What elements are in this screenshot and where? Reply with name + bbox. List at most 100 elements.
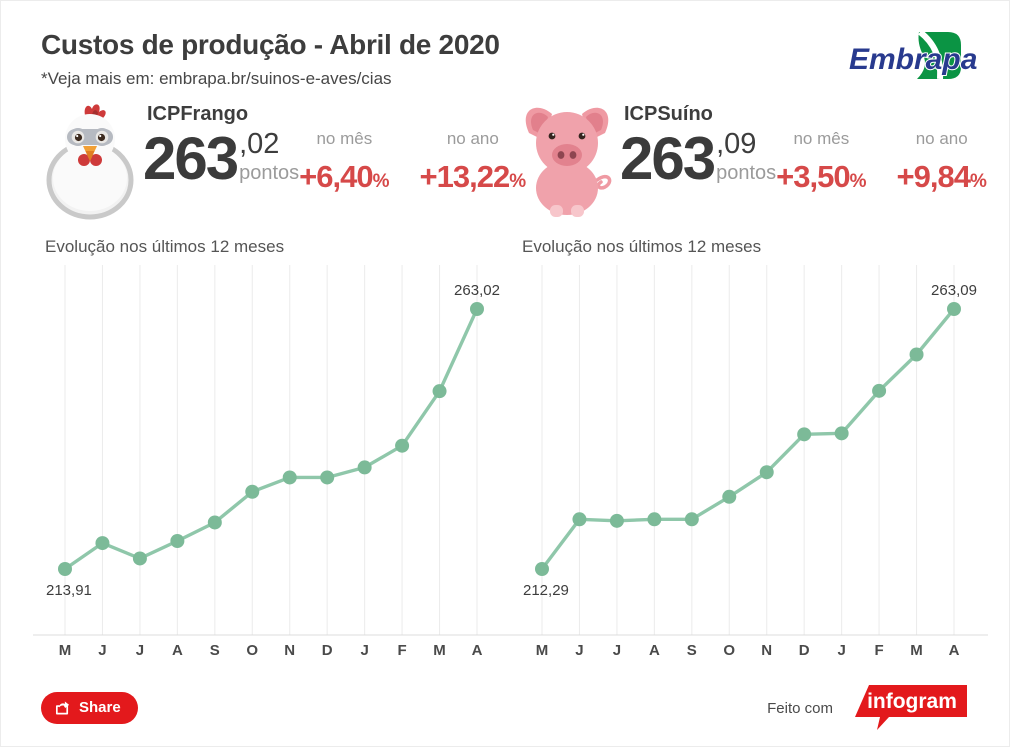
year-change-label: no ano	[915, 129, 968, 148]
data-point[interactable]	[132, 551, 147, 566]
data-point[interactable]	[722, 489, 737, 504]
month-change-label: no mês	[793, 129, 850, 148]
x-tick-label: S	[210, 642, 220, 659]
data-point[interactable]	[245, 484, 260, 499]
data-point[interactable]	[797, 427, 812, 442]
index-unit: pontos	[239, 162, 300, 184]
data-point[interactable]	[946, 302, 961, 316]
percent-sign: %	[969, 171, 987, 192]
icpfrango-score: ICPFrango 263 ,02 pontos	[143, 101, 299, 189]
index-value: 263 ,02 pontos	[143, 129, 299, 189]
index-value-decimal: ,09	[716, 128, 757, 160]
year-change-block: no ano +13,22%	[420, 129, 527, 195]
x-tick-label: J	[136, 642, 144, 659]
month-change-value: +6,40%	[299, 159, 390, 194]
panels-row: ICPFrango 263 ,02 pontos no mês +6,40% n…	[1, 89, 1009, 669]
icpfrango-line-chart: M J J A S O N D J F M A 213,91 263,02	[33, 265, 511, 659]
x-tick-label: A	[472, 642, 483, 659]
index-name: ICPFrango	[147, 103, 249, 125]
x-tick-label: J	[98, 642, 106, 659]
data-point[interactable]	[95, 536, 110, 551]
month-change-value: +3,50%	[776, 159, 867, 194]
x-tick-label: F	[398, 642, 407, 659]
percent-sign: %	[509, 171, 527, 192]
chart-title: Evolução nos últimos 12 meses	[522, 237, 762, 256]
footer: Share Feito com infogram	[1, 683, 1009, 733]
data-point[interactable]	[909, 347, 924, 362]
x-tick-label: A	[649, 642, 660, 659]
index-unit: pontos	[716, 162, 777, 184]
data-point[interactable]	[207, 515, 222, 530]
x-tick-label: J	[613, 642, 621, 659]
year-change-block: no ano +9,84%	[897, 129, 987, 195]
x-tick-label: J	[360, 642, 368, 659]
infogram-bubble-shape	[855, 685, 967, 730]
infogram-logo[interactable]: infogram	[847, 683, 969, 733]
data-point[interactable]	[432, 384, 447, 399]
x-tick-label: F	[875, 642, 884, 659]
last-point-label: 263,09	[931, 282, 977, 299]
data-point[interactable]	[395, 438, 410, 453]
panel-icpfrango: ICPFrango 263 ,02 pontos no mês +6,40% n…	[33, 101, 526, 669]
x-tick-label: N	[761, 642, 772, 659]
embrapa-leaf-swoosh	[918, 29, 944, 80]
index-value-integer: 263	[620, 125, 716, 192]
percent-sign: %	[372, 171, 390, 192]
data-point[interactable]	[684, 512, 699, 527]
data-point[interactable]	[357, 460, 372, 475]
x-tick-label: J	[837, 642, 845, 659]
data-point[interactable]	[58, 562, 72, 576]
data-point[interactable]	[469, 302, 484, 316]
data-point[interactable]	[647, 512, 662, 527]
year-change-value: +9,84%	[896, 159, 987, 194]
made-with-label: Feito com	[767, 699, 833, 717]
index-name: ICPSuíno	[624, 103, 713, 125]
data-point[interactable]	[320, 470, 335, 485]
share-button[interactable]: Share	[41, 692, 138, 724]
x-tick-label: M	[59, 642, 72, 659]
embrapa-logo-text: Embrapa	[849, 43, 977, 76]
month-change-block: no mês +6,40%	[299, 129, 389, 195]
x-tick-label: D	[799, 642, 810, 659]
share-label: Share	[79, 699, 121, 716]
x-tick-label: O	[723, 642, 735, 659]
data-point[interactable]	[535, 562, 549, 576]
x-tick-label: M	[433, 642, 446, 659]
chicken-icon	[46, 104, 134, 220]
x-tick-label: O	[246, 642, 258, 659]
page-title: Custos de produção - Abril de 2020	[41, 29, 500, 60]
index-value-decimal: ,02	[239, 128, 280, 160]
data-point[interactable]	[759, 465, 774, 480]
data-line	[540, 307, 956, 571]
icpsuino-line-chart: M J J A S O N D J F M A 212,29 263,09	[510, 265, 988, 659]
x-tick-label: S	[687, 642, 697, 659]
month-change-label: no mês	[316, 129, 373, 148]
first-point-label: 212,29	[523, 582, 569, 599]
data-point[interactable]	[834, 426, 849, 441]
x-tick-label: M	[536, 642, 549, 659]
year-change-value: +13,22%	[419, 159, 527, 194]
data-line	[64, 308, 479, 571]
last-point-label: 263,02	[454, 282, 500, 299]
x-tick-label: A	[172, 642, 183, 659]
icpfrango-summary: ICPFrango 263 ,02 pontos no mês +6,40% n…	[39, 101, 526, 225]
percent-sign: %	[849, 171, 867, 192]
page-subtitle: *Veja mais em: embrapa.br/suinos-e-aves/…	[41, 69, 392, 88]
infogram-brand-text: infogram	[867, 690, 957, 713]
data-point[interactable]	[572, 512, 587, 527]
month-change-block: no mês +3,50%	[776, 129, 866, 195]
header: Custos de produção - Abril de 2020 *Veja…	[1, 1, 1009, 89]
data-point[interactable]	[170, 533, 185, 548]
x-tick-label: N	[284, 642, 295, 659]
x-tick-label: A	[949, 642, 960, 659]
year-change-label: no ano	[446, 129, 499, 148]
pig-icon	[525, 107, 612, 217]
data-point[interactable]	[609, 513, 624, 528]
data-point[interactable]	[872, 383, 887, 398]
data-point[interactable]	[282, 470, 297, 485]
first-point-label: 213,91	[46, 582, 92, 599]
embrapa-logo: Embrapa	[848, 29, 977, 80]
x-tick-label: J	[575, 642, 583, 659]
x-tick-label: D	[322, 642, 333, 659]
